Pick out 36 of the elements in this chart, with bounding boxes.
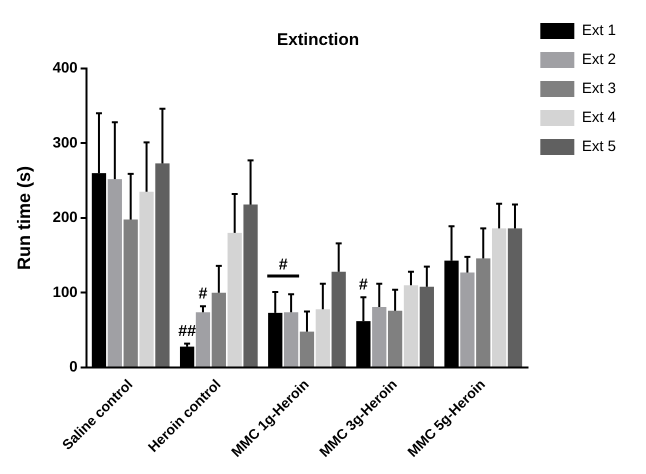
bar	[108, 179, 122, 367]
annotation: #	[278, 256, 288, 274]
bar	[388, 310, 402, 367]
bar	[404, 285, 418, 367]
legend-label: Ext 1	[582, 22, 616, 40]
annotation: ##	[178, 323, 196, 340]
bar	[243, 204, 258, 367]
annotation: #	[198, 286, 208, 303]
y-tick-label: 100	[52, 284, 78, 301]
bar	[155, 163, 170, 367]
y-tick-label: 300	[52, 134, 78, 152]
y-tick-label: 0	[69, 358, 78, 376]
legend-label: Ext 4	[582, 109, 616, 126]
bar	[212, 292, 226, 367]
bar	[139, 192, 154, 367]
bar	[460, 272, 475, 367]
chart-title: Extinction	[276, 30, 360, 49]
legend-label: Ext 3	[582, 80, 616, 98]
bar	[332, 272, 346, 367]
y-tick-label: 400	[52, 60, 78, 77]
bar	[124, 219, 138, 367]
bar	[372, 306, 386, 367]
bar	[420, 286, 434, 367]
bar	[196, 312, 210, 367]
bar	[284, 312, 298, 367]
legend-label: Ext 2	[582, 51, 616, 68]
bar	[508, 228, 522, 367]
y-axis-title: Run time (s)	[14, 166, 34, 270]
bar	[476, 258, 490, 367]
annotation: #	[358, 276, 368, 294]
bar	[228, 232, 242, 367]
bar	[300, 332, 314, 367]
legend-label: Ext 5	[582, 138, 616, 156]
bar	[316, 309, 330, 367]
y-tick-label: 200	[52, 209, 78, 226]
bar	[492, 228, 506, 367]
